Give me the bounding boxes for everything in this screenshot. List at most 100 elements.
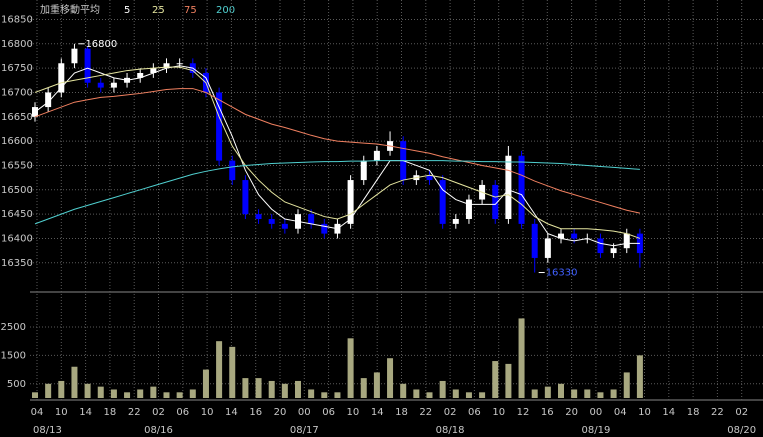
- volume-bar: [268, 380, 275, 398]
- volume-bar: [216, 341, 223, 398]
- y-tick-label: 16600: [1, 136, 33, 147]
- candle-body: [308, 214, 315, 224]
- x-tick-label: 18: [687, 407, 700, 418]
- volume-bar: [334, 392, 341, 398]
- volume-tick-label: 1500: [1, 350, 26, 361]
- candle-body: [71, 48, 78, 64]
- volume-bar: [295, 380, 301, 398]
- volume-bar: [137, 389, 144, 398]
- volume-bar: [465, 392, 472, 398]
- x-tick-label: 20: [274, 407, 287, 418]
- annotation: 16800: [85, 39, 117, 50]
- candle-body: [229, 160, 236, 181]
- volume-bar: [531, 389, 538, 398]
- x-tick-label: 04: [31, 407, 44, 418]
- candle-body: [321, 223, 328, 234]
- volume-tick-label: 2500: [1, 322, 26, 333]
- volume-bar: [636, 355, 643, 398]
- volume-bar: [623, 372, 630, 398]
- volume-bar: [229, 346, 236, 398]
- x-tick-label: 10: [492, 407, 505, 418]
- x-tick-label: 02: [152, 407, 165, 418]
- x-tick-label: 14: [225, 407, 238, 418]
- x-tick-label: 20: [565, 407, 578, 418]
- candle-body: [163, 63, 170, 69]
- y-tick-label: 16750: [1, 63, 33, 74]
- x-date-label: 08/16: [144, 425, 173, 436]
- volume-bar: [71, 366, 78, 398]
- x-tick-label: 12: [517, 407, 530, 418]
- volume-bar: [150, 386, 157, 398]
- candle-body: [176, 63, 183, 65]
- x-date-label: 08/13: [33, 425, 62, 436]
- y-tick-label: 16400: [1, 233, 33, 244]
- volume-bar: [479, 392, 486, 398]
- volume-bar: [308, 389, 315, 398]
- candle-body: [426, 175, 433, 181]
- x-date-label: 08/18: [436, 425, 465, 436]
- volume-bar: [558, 383, 564, 398]
- volume-bar: [518, 318, 525, 398]
- x-tick-label: 16: [541, 407, 554, 418]
- candle-body: [281, 223, 288, 229]
- volume-bar: [281, 383, 288, 398]
- candle-body: [58, 63, 65, 93]
- candle-body: [452, 219, 459, 224]
- moving-average-line: [34, 160, 640, 225]
- moving-average-line: [34, 66, 641, 239]
- x-tick-label: 00: [590, 407, 603, 418]
- volume-tick-label: 500: [7, 379, 26, 390]
- x-tick-label: 14: [79, 407, 92, 418]
- candle-body: [439, 180, 446, 224]
- candle-body: [597, 238, 604, 254]
- volume-bar: [584, 389, 591, 398]
- candle-body: [242, 180, 249, 215]
- volume-bar: [32, 392, 38, 398]
- volume-bar: [97, 386, 104, 398]
- volume-bar: [347, 338, 354, 398]
- volume-bar: [58, 380, 65, 398]
- volume-bar: [373, 372, 380, 398]
- volume-bar: [413, 389, 420, 398]
- candle-body: [373, 150, 380, 161]
- volume-bar: [544, 386, 551, 398]
- x-tick-label: 18: [104, 407, 117, 418]
- volume-bar: [571, 389, 578, 398]
- volume-bar: [84, 383, 91, 398]
- candle-body: [505, 155, 512, 219]
- x-tick-label: 14: [371, 407, 384, 418]
- candle-body: [518, 155, 525, 224]
- legend-entry: 5: [124, 5, 130, 16]
- candle-body: [84, 48, 91, 83]
- x-tick-label: 02: [735, 407, 748, 418]
- volume-bar: [189, 389, 196, 398]
- x-tick-label: 22: [128, 407, 141, 418]
- candle-body: [255, 214, 262, 219]
- y-tick-label: 16850: [1, 14, 33, 25]
- annotation: 16330: [546, 268, 578, 279]
- candle-body: [268, 219, 275, 224]
- x-tick-label: 22: [711, 407, 724, 418]
- volume-bar: [45, 383, 52, 398]
- y-tick-label: 16450: [1, 209, 33, 220]
- x-tick-label: 18: [395, 407, 408, 418]
- volume-bar: [110, 389, 117, 398]
- candle-body: [492, 184, 499, 219]
- y-tick-label: 16800: [1, 39, 33, 50]
- volume-bar: [505, 363, 512, 398]
- volume-bar: [426, 392, 433, 398]
- volume-bar: [321, 392, 328, 398]
- moving-average-line: [34, 88, 641, 214]
- x-tick-label: 00: [298, 407, 311, 418]
- volume-bar: [387, 358, 394, 398]
- candle-body: [558, 233, 564, 239]
- y-tick-label: 16500: [1, 185, 33, 196]
- moving-average-line: [34, 65, 640, 247]
- candle-body: [465, 199, 472, 219]
- volume-bar: [255, 378, 262, 398]
- legend-entry: 200: [216, 5, 235, 16]
- x-tick-label: 14: [662, 407, 675, 418]
- candle-body: [137, 73, 144, 78]
- candle-body: [97, 82, 104, 88]
